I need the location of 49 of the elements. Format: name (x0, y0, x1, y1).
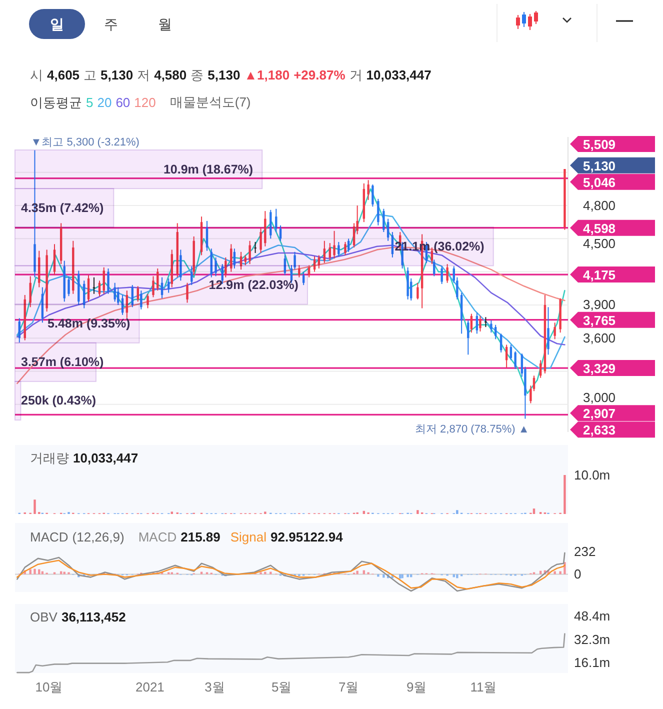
ref-line-label: 3,765 (583, 312, 616, 328)
y-tick-label: 3,600 (583, 330, 616, 346)
x-tick-label: 3월 (204, 680, 225, 694)
ref-line-label: 2,907 (583, 406, 616, 422)
data-label: 250k (0.43%) (21, 394, 96, 408)
data-label: 10.9m (18.67%) (163, 162, 254, 176)
ref-line-label: 4,598 (583, 220, 616, 236)
text: MACD (12,26,9) (30, 530, 124, 544)
annotation: ▼최고 5,300 (-3.21%) (30, 136, 140, 148)
y-tick-label: 32.3m (574, 632, 610, 647)
text: 5 (86, 94, 94, 110)
annotation: 최저 2,870 (78.75%) ▲ (414, 424, 530, 436)
text: 120 (134, 94, 156, 110)
y-tick-label: 16.1m (574, 655, 610, 670)
y-tick-label: 4,800 (583, 198, 616, 213)
x-tick-label: 2021 (135, 680, 164, 694)
annotation: 10.0m (574, 468, 610, 483)
ref-line-label: 3,329 (583, 361, 616, 376)
y-tick-label: 3,900 (583, 296, 616, 312)
x-tick-label: 11월 (470, 680, 497, 694)
x-tick-label: 7월 (338, 680, 359, 694)
text: 122.94 (303, 530, 344, 544)
text: 5,509 (583, 137, 616, 152)
chart-title: 매물분석도(7) (170, 94, 251, 110)
x-tick-label: 9월 (406, 680, 427, 694)
y-tick-label: 232 (574, 544, 596, 559)
y-tick-label: 0 (574, 566, 582, 582)
y-tick-label: 3,000 (583, 390, 616, 406)
data-label: 5.48m (9.35%) (48, 316, 130, 331)
ref-line-label: 5,046 (583, 174, 616, 190)
x-tick-label: 10월 (35, 680, 63, 694)
text: 2,633 (583, 422, 616, 438)
chart-title: 거래량 10,033,447 (30, 450, 138, 466)
x-tick-label: 5월 (272, 680, 292, 694)
chart-title: OBV 36,113,452 (30, 610, 126, 624)
y-tick-label: 48.4m (574, 608, 610, 624)
text: 20 (97, 94, 112, 110)
text: 60 (116, 94, 130, 110)
text: Signal 92.95 (230, 530, 304, 544)
text: 주 (104, 16, 118, 32)
ref-line-label: 4,175 (583, 268, 616, 283)
series-label: MACD 215.89 (138, 530, 220, 544)
annotation: 5,130 (583, 158, 616, 174)
data-label: 12.9m (22.03%) (208, 278, 298, 292)
y-tick-label: 4,500 (583, 236, 616, 251)
text: 월 (158, 16, 172, 32)
legend-title: 이동평균 (30, 94, 82, 110)
text: 일 (50, 16, 64, 32)
chart-title: 시 4,605 고 5,130 저 4,580 종 5,130 ▲1,180 +29.87% 거 10,033,447 (30, 68, 432, 82)
